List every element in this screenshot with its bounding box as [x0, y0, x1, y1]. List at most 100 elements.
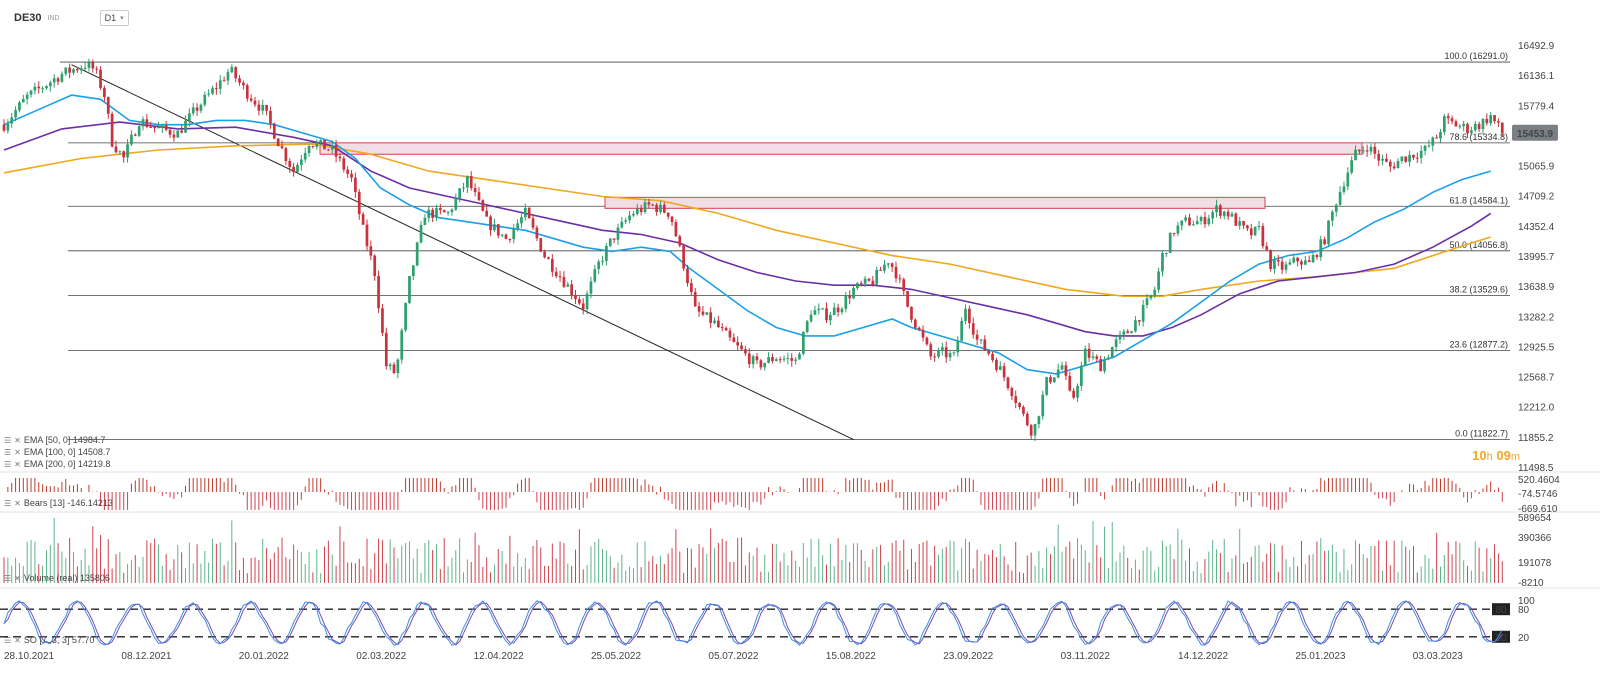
candle-body [1323, 239, 1326, 245]
candle-body [983, 339, 987, 351]
candle-body [52, 78, 56, 83]
candle-body [1014, 396, 1018, 403]
settings-icon[interactable]: ☰ [4, 635, 12, 645]
candle-body [852, 288, 855, 299]
candle-body [659, 204, 662, 212]
legend-ema200-text: EMA [200, 0] 14219.8 [23, 459, 111, 469]
candle-body [133, 134, 137, 136]
x-tick-label: 08.12.2021 [121, 651, 171, 662]
close-icon[interactable]: ✕ [14, 573, 21, 583]
candle-body [1365, 150, 1369, 152]
y-tick-label: 14352.4 [1518, 222, 1555, 233]
candle-body [844, 295, 848, 309]
candle-body [396, 359, 400, 374]
candle-body [913, 319, 917, 328]
candle-body [381, 308, 384, 333]
candle-body [805, 321, 809, 332]
legend-ema100[interactable]: ☰ ✕ EMA [100, 0] 14508.7 [4, 447, 110, 457]
legend-ema50[interactable]: ☰ ✕ EMA [50, 0] 14984.7 [4, 435, 105, 445]
candle-body [404, 303, 407, 331]
settings-icon[interactable]: ☰ [4, 573, 12, 583]
settings-icon[interactable]: ☰ [4, 435, 12, 445]
candle-body [103, 87, 106, 98]
fib-level-label: 50.0 (14056.8) [1449, 240, 1508, 250]
candle-body [1307, 260, 1311, 263]
candle-body [1064, 365, 1068, 376]
candle-body [1443, 116, 1446, 133]
candle-body [1253, 226, 1257, 236]
candle-body [821, 308, 824, 310]
candle-body [523, 207, 527, 218]
candle-body [199, 104, 203, 111]
candle-body [427, 209, 431, 218]
candle-body [1446, 116, 1450, 119]
candle-body [732, 337, 736, 343]
candle-body [1338, 191, 1342, 205]
candle-body [971, 323, 975, 335]
candle-body [1276, 260, 1280, 262]
candle-body [643, 202, 647, 213]
candle-body [1068, 375, 1072, 391]
close-icon[interactable]: ✕ [14, 459, 21, 469]
stochastic-level-badge [1492, 603, 1510, 616]
candle-body [894, 266, 898, 279]
close-icon[interactable]: ✕ [14, 635, 21, 645]
candle-body [153, 127, 156, 129]
candle-body [1091, 356, 1095, 358]
candle-body [168, 129, 172, 135]
candle-body [1234, 213, 1238, 226]
candle-body [1041, 394, 1045, 417]
candle-body [1006, 377, 1010, 389]
candle-body [1404, 156, 1408, 162]
symbol-name[interactable]: DE30 [14, 12, 42, 24]
candle-body [886, 263, 890, 265]
candle-body [608, 238, 612, 246]
candle-body [1458, 126, 1462, 128]
settings-icon[interactable]: ☰ [4, 447, 12, 457]
candle-body [203, 94, 207, 105]
candle-body [211, 88, 214, 94]
close-icon[interactable]: ✕ [14, 498, 21, 508]
candle-body [1400, 156, 1404, 161]
settings-icon[interactable]: ☰ [4, 498, 12, 508]
candle-body [1095, 356, 1099, 360]
candle-body [1145, 298, 1149, 306]
candle-body [1373, 146, 1377, 154]
close-icon[interactable]: ✕ [14, 447, 21, 457]
legend-ema200[interactable]: ☰ ✕ EMA [200, 0] 14219.8 [4, 459, 110, 469]
candle-body [1211, 212, 1215, 219]
candle-body [662, 204, 666, 213]
candle-body [1470, 130, 1473, 134]
candle-body [238, 78, 241, 83]
candle-body [863, 278, 867, 284]
y-tick-label: 15779.4 [1518, 101, 1555, 112]
candle-body [76, 69, 79, 71]
candle-body [929, 344, 933, 357]
candle-body [95, 68, 99, 70]
candle-body [1049, 377, 1052, 383]
candle-body [346, 169, 350, 174]
candle-body [234, 67, 238, 79]
timeframe-selector[interactable]: D1 ▾ [99, 10, 129, 26]
candle-body [56, 78, 60, 82]
legend-bears[interactable]: ☰ ✕ Bears [13] -146.14213 [4, 498, 113, 508]
close-icon[interactable]: ✕ [14, 435, 21, 445]
candle-body [720, 327, 724, 329]
legend-volume[interactable]: ☰ ✕ Volume (real) 135806 [4, 573, 110, 583]
legend-stochastic[interactable]: ☰ ✕ SO [7, 3, 3] 57.70 [4, 635, 94, 645]
candle-body [1493, 115, 1496, 122]
stochastic-level-value: 80 [1495, 605, 1507, 616]
candle-body [338, 156, 342, 159]
candle-body [25, 94, 29, 99]
volume-tick-label: -8210 [1518, 578, 1544, 589]
y-tick-label: 13995.7 [1518, 252, 1555, 263]
settings-icon[interactable]: ☰ [4, 459, 12, 469]
candle-body [130, 134, 133, 145]
candle-body [245, 85, 249, 99]
candle-body [149, 126, 153, 128]
candle-body [485, 210, 489, 217]
candle-body [1415, 157, 1419, 159]
volume-tick-label: 390366 [1518, 533, 1552, 544]
candle-body [859, 283, 863, 285]
